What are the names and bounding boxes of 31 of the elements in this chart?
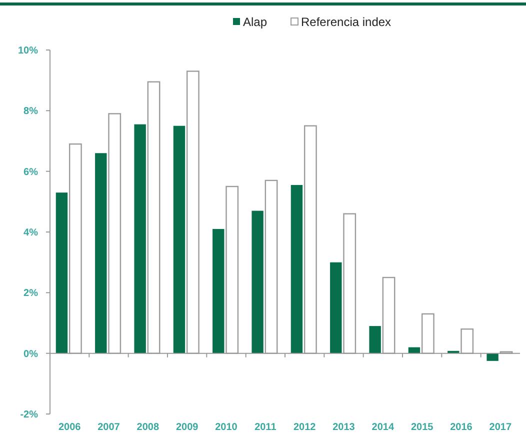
y-tick-label: 2%: [24, 288, 38, 300]
y-tick-label: 0%: [24, 348, 38, 360]
x-tick-label: 2015: [410, 422, 434, 433]
bar: [173, 126, 186, 354]
bar: [212, 228, 224, 354]
bar: [369, 326, 381, 354]
y-tick-label: 4%: [24, 228, 38, 238]
x-tick-label: 2012: [293, 422, 316, 433]
x-tick-label: 2016: [450, 422, 473, 433]
bar: [56, 192, 68, 354]
x-tick-label: 2010: [215, 422, 238, 433]
bar: [290, 184, 303, 354]
bar: [95, 153, 107, 354]
y-tick-label: 8%: [24, 106, 38, 118]
bar: [134, 124, 146, 354]
y-tick-label: 6%: [24, 166, 38, 178]
legend-label: Referencia index: [301, 15, 392, 29]
x-tick-label: 2008: [136, 422, 160, 433]
y-tick-label: -2%: [20, 410, 38, 420]
x-tick-label: 2007: [98, 422, 120, 433]
x-tick-label: 2017: [489, 422, 512, 433]
y-tick-label: 10%: [18, 46, 38, 56]
x-tick-label: 2011: [254, 422, 277, 433]
bar: [330, 262, 342, 354]
bar: [252, 210, 264, 354]
bar: [486, 353, 498, 361]
x-tick-label: 2013: [332, 422, 356, 433]
x-tick-label: 2006: [58, 422, 82, 433]
x-tick-label: 2014: [372, 422, 394, 433]
legend-label: Alap: [243, 15, 268, 29]
x-tick-label: 2009: [176, 422, 199, 433]
